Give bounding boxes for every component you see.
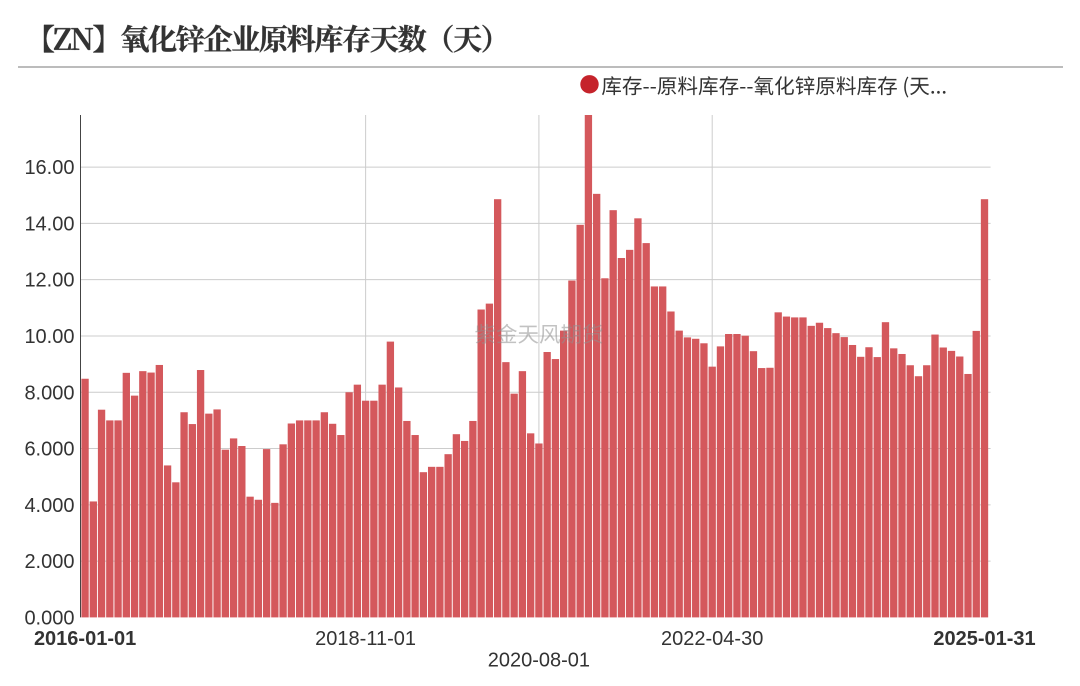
svg-text:2018-11-01: 2018-11-01 (315, 628, 416, 650)
svg-text:16.00: 16.00 (24, 157, 74, 179)
svg-text:12.00: 12.00 (24, 270, 74, 292)
svg-text:8.000: 8.000 (24, 382, 74, 404)
svg-text:2025-01-31: 2025-01-31 (933, 628, 1035, 650)
svg-text:0.000: 0.000 (24, 607, 74, 629)
svg-text:14.00: 14.00 (24, 213, 74, 235)
svg-text:2.000: 2.000 (24, 551, 74, 573)
svg-text:2022-04-30: 2022-04-30 (661, 628, 763, 650)
svg-text:10.00: 10.00 (24, 326, 74, 348)
svg-text:4.000: 4.000 (24, 495, 74, 517)
svg-text:2016-01-01: 2016-01-01 (34, 628, 136, 650)
svg-text:2020-08-01: 2020-08-01 (488, 650, 590, 672)
svg-text:6.000: 6.000 (24, 439, 74, 461)
